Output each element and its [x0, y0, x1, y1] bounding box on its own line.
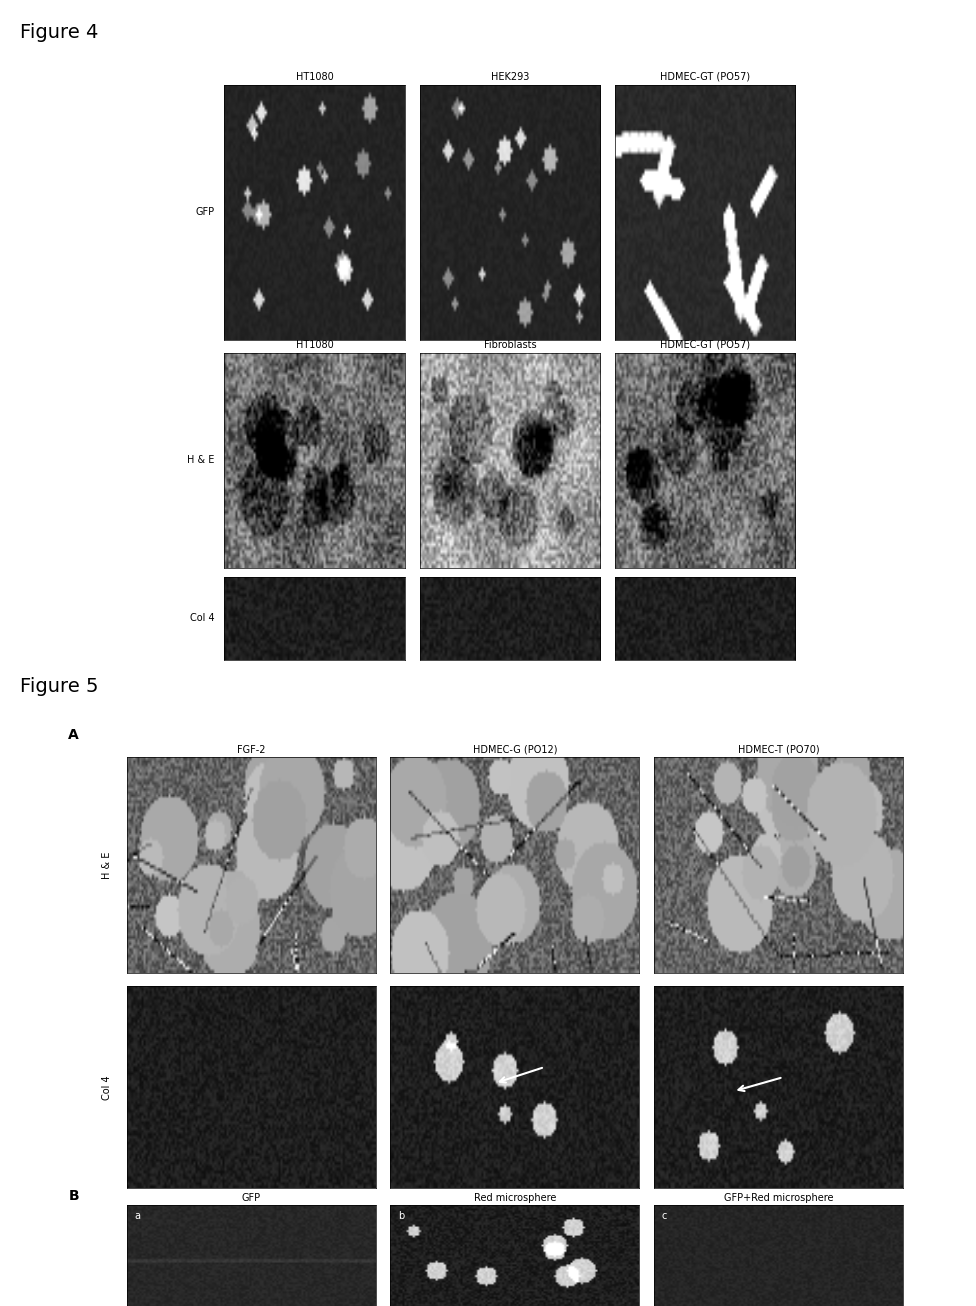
- Text: GFP: GFP: [242, 1192, 261, 1203]
- Text: GFP: GFP: [195, 208, 215, 217]
- Text: Col 4: Col 4: [102, 1075, 112, 1100]
- Text: HDMEC-G (PO12): HDMEC-G (PO12): [472, 744, 557, 755]
- Text: H & E: H & E: [187, 456, 215, 465]
- Text: HEK293: HEK293: [491, 72, 529, 81]
- Text: H & E: H & E: [102, 852, 112, 879]
- Text: GFP+Red microsphere: GFP+Red microsphere: [723, 1192, 834, 1203]
- Text: a: a: [135, 1211, 141, 1221]
- Text: HT1080: HT1080: [296, 72, 334, 81]
- Text: b: b: [398, 1211, 404, 1221]
- Text: B: B: [68, 1188, 79, 1203]
- Text: Fibroblasts: Fibroblasts: [484, 340, 536, 350]
- Text: Col 4: Col 4: [190, 614, 215, 623]
- Text: HT1080: HT1080: [296, 340, 334, 350]
- Text: Red microsphere: Red microsphere: [473, 1192, 556, 1203]
- Text: HDMEC-GT (PO57): HDMEC-GT (PO57): [660, 340, 751, 350]
- Text: A: A: [68, 727, 79, 742]
- Text: Figure 5: Figure 5: [20, 678, 98, 696]
- Text: HDMEC-GT (PO57): HDMEC-GT (PO57): [660, 72, 751, 81]
- Text: c: c: [662, 1211, 667, 1221]
- Text: Figure 4: Figure 4: [20, 24, 98, 42]
- Text: FGF-2: FGF-2: [237, 744, 265, 755]
- Text: HDMEC-T (PO70): HDMEC-T (PO70): [738, 744, 819, 755]
